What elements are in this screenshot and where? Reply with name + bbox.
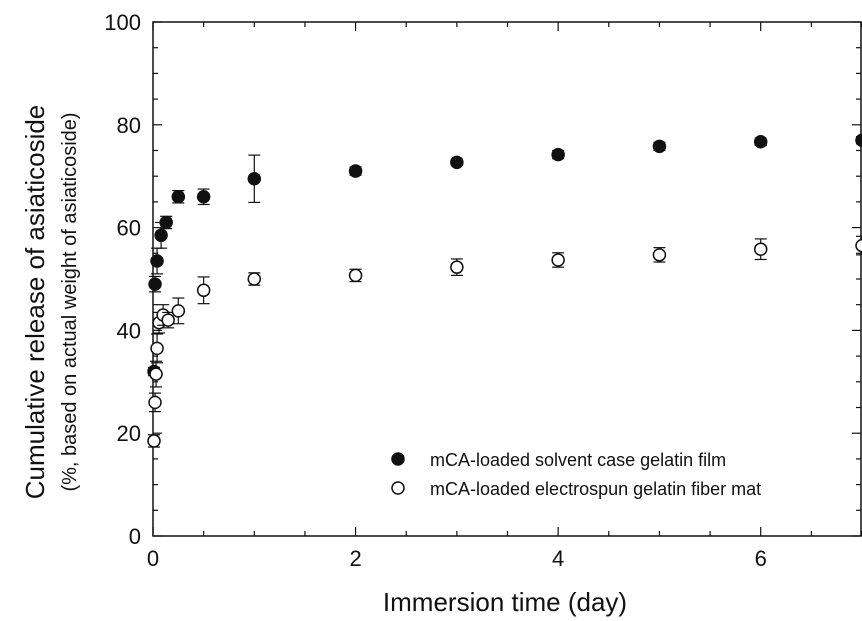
y-tick-label: 100 bbox=[104, 10, 141, 35]
y-tick-label: 60 bbox=[117, 216, 141, 241]
series-1 bbox=[147, 133, 862, 379]
data-point bbox=[196, 283, 211, 298]
x-tick-label: 2 bbox=[349, 546, 361, 571]
y-axis-subtitle: (%, based on actual weight of asiaticosi… bbox=[59, 112, 81, 491]
data-point bbox=[171, 304, 186, 318]
y-tick-label: 80 bbox=[117, 113, 141, 138]
data-point bbox=[150, 341, 164, 356]
x-tick-label: 6 bbox=[755, 546, 767, 571]
data-point bbox=[147, 434, 161, 448]
data-point bbox=[652, 139, 667, 154]
data-point bbox=[148, 277, 162, 291]
data-point bbox=[753, 242, 768, 256]
data-point bbox=[171, 190, 186, 204]
data-point bbox=[450, 155, 464, 170]
data-point bbox=[348, 164, 363, 178]
data-point bbox=[348, 268, 363, 283]
data-point bbox=[154, 228, 168, 243]
x-tick-label: 4 bbox=[552, 546, 564, 571]
data-point bbox=[150, 254, 164, 268]
y-tick-label: 0 bbox=[129, 524, 141, 549]
legend: mCA-loaded solvent case gelatin film mCA… bbox=[391, 450, 761, 499]
y-axis-title: Cumulative release of asiaticoside bbox=[20, 105, 50, 500]
data-point bbox=[753, 135, 768, 149]
data-point bbox=[551, 253, 565, 267]
tick-labels: 0 20 40 60 80 100 0 2 4 6 bbox=[104, 10, 767, 571]
y-tick-label: 40 bbox=[117, 318, 141, 343]
data-point bbox=[161, 313, 175, 327]
data-point bbox=[148, 395, 162, 410]
data-point bbox=[196, 190, 211, 204]
legend-marker-filled bbox=[391, 452, 405, 466]
legend-label-series-2: mCA-loaded electrospun gelatin fiber mat bbox=[430, 479, 761, 499]
data-point bbox=[551, 147, 565, 162]
data-point bbox=[159, 215, 173, 230]
data-point bbox=[855, 238, 862, 253]
x-tick-label: 0 bbox=[147, 546, 159, 571]
legend-marker-open bbox=[391, 481, 405, 495]
data-point bbox=[149, 367, 163, 381]
x-axis-title: Immersion time (day) bbox=[383, 587, 627, 617]
legend-label-series-1: mCA-loaded solvent case gelatin film bbox=[430, 450, 726, 470]
data-point bbox=[855, 133, 862, 147]
data-point bbox=[450, 260, 464, 274]
data-point bbox=[652, 248, 667, 262]
data-point bbox=[247, 272, 262, 286]
y-tick-label: 20 bbox=[117, 421, 141, 446]
series-2 bbox=[147, 235, 862, 448]
data-point bbox=[247, 172, 262, 186]
data-marks bbox=[147, 133, 862, 448]
